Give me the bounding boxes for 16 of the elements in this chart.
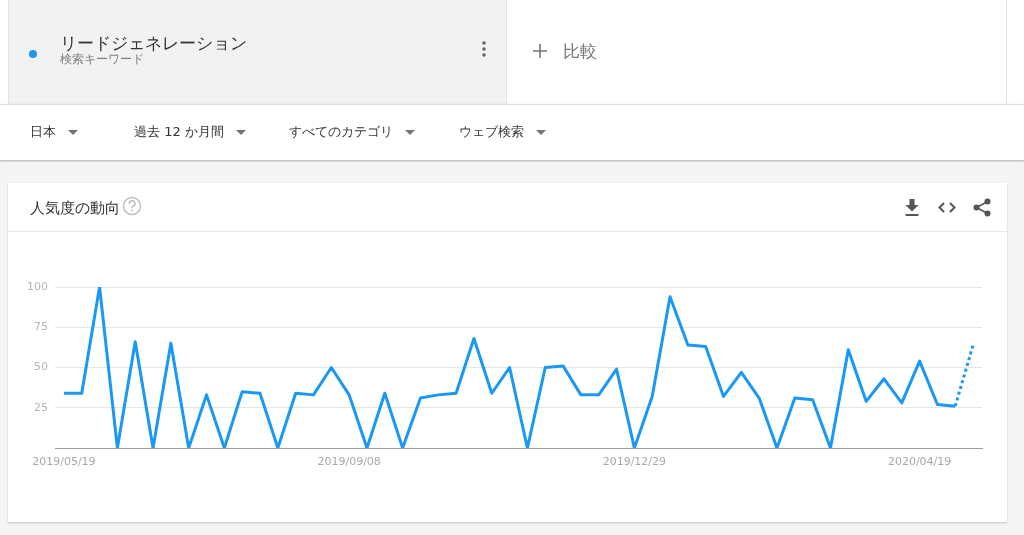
- chart-title: 人気度の動向: [30, 198, 120, 218]
- x-tick-label: 2020/04/19: [887, 455, 952, 469]
- text: ウェブ検索: [459, 123, 524, 141]
- y-tick-label: 100: [27, 279, 48, 293]
- y-tick-label: 75: [34, 320, 48, 334]
- y-tick-label: 50: [34, 360, 48, 374]
- x-tick-label: 2019/09/08: [317, 455, 381, 469]
- text: すべてのカテゴリ: [289, 123, 393, 141]
- x-tick-label: 2019/12/29: [602, 455, 667, 469]
- text: 過去 12 か月間: [134, 123, 224, 141]
- x-tick-label: 2019/05/19: [32, 455, 96, 469]
- legend-label: リードジェネレーション: [60, 32, 247, 53]
- text: 日本: [30, 123, 56, 141]
- text: 検索キーワード: [60, 52, 144, 67]
- y-tick-label: 25: [34, 400, 48, 414]
- text: 比較: [563, 40, 597, 62]
